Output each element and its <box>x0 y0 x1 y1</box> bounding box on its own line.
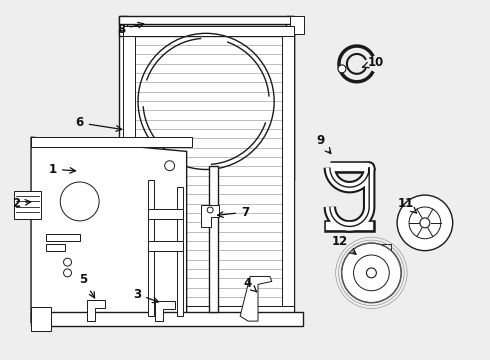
Polygon shape <box>123 26 135 316</box>
Polygon shape <box>155 301 175 321</box>
Polygon shape <box>31 312 303 327</box>
Text: 8: 8 <box>117 22 144 36</box>
Polygon shape <box>123 26 294 36</box>
Polygon shape <box>119 16 294 24</box>
Circle shape <box>367 268 376 278</box>
Polygon shape <box>31 137 187 323</box>
Polygon shape <box>209 166 219 312</box>
Polygon shape <box>290 16 303 33</box>
Polygon shape <box>87 300 105 321</box>
Polygon shape <box>282 26 294 316</box>
Text: 2: 2 <box>12 197 31 210</box>
Polygon shape <box>240 276 272 321</box>
Polygon shape <box>123 306 294 316</box>
Circle shape <box>342 243 401 303</box>
Text: 12: 12 <box>332 235 356 254</box>
Polygon shape <box>177 187 183 316</box>
Polygon shape <box>148 241 183 251</box>
Polygon shape <box>123 26 294 316</box>
Circle shape <box>60 182 99 221</box>
Text: 9: 9 <box>316 134 331 154</box>
Polygon shape <box>148 180 154 316</box>
Circle shape <box>397 195 453 251</box>
Polygon shape <box>286 16 294 180</box>
Text: 10: 10 <box>363 55 384 69</box>
Polygon shape <box>371 244 391 268</box>
Text: 11: 11 <box>397 197 416 213</box>
Polygon shape <box>31 137 192 147</box>
Circle shape <box>338 65 346 73</box>
Polygon shape <box>46 234 80 241</box>
Polygon shape <box>119 16 126 180</box>
Text: 1: 1 <box>49 163 75 176</box>
Polygon shape <box>31 307 50 332</box>
Polygon shape <box>119 30 294 36</box>
Polygon shape <box>14 191 41 219</box>
Text: 6: 6 <box>75 116 122 131</box>
Text: 3: 3 <box>133 288 158 303</box>
Polygon shape <box>148 208 183 219</box>
Text: 4: 4 <box>244 277 257 292</box>
Polygon shape <box>201 205 219 227</box>
Circle shape <box>420 218 430 228</box>
Text: 7: 7 <box>218 206 249 219</box>
Text: 5: 5 <box>79 273 95 298</box>
Polygon shape <box>46 244 65 251</box>
